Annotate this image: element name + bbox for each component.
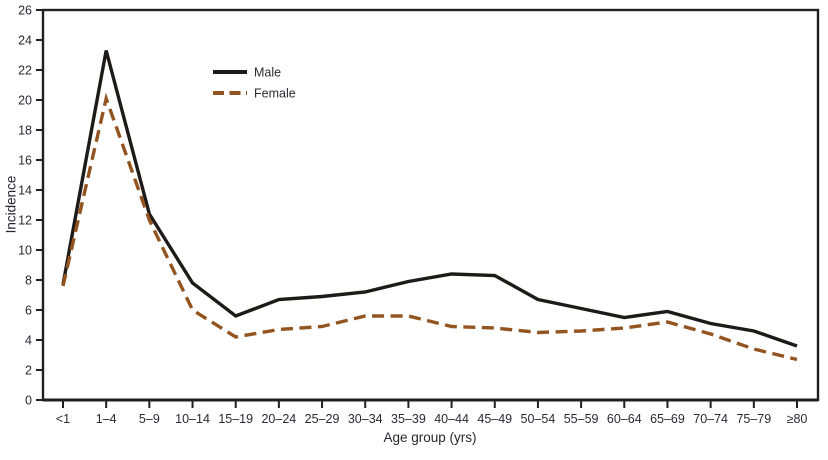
plot-frame: [41, 8, 820, 402]
x-tick-label: 75–79: [736, 412, 771, 426]
y-tick-label: 8: [25, 274, 32, 288]
x-tick-label: 35–39: [391, 412, 426, 426]
y-tick-label: 10: [18, 244, 32, 258]
x-tick-label: 25–29: [305, 412, 340, 426]
x-tick-label: 70–74: [693, 412, 728, 426]
y-tick-label: 18: [18, 124, 32, 138]
female-series-line: [61, 92, 798, 362]
y-tick-label: 12: [18, 214, 32, 228]
y-tick-label: 20: [18, 94, 32, 108]
x-tick-label: ≥80: [787, 412, 808, 426]
male-series-line: [61, 50, 798, 348]
x-tick-label: 55–59: [564, 412, 599, 426]
y-tick-label: 22: [18, 64, 32, 78]
x-tick-label: 15–19: [218, 412, 253, 426]
legend-female-label: Female: [254, 87, 296, 101]
y-tick-label: 4: [25, 334, 32, 348]
x-tick-label: 10–14: [175, 412, 210, 426]
y-tick-label: 24: [18, 34, 32, 48]
x-tick-label: 30–34: [348, 412, 383, 426]
x-tick-label: 20–24: [261, 412, 296, 426]
y-tick-label: 2: [25, 364, 32, 378]
legend-male-label: Male: [254, 66, 281, 80]
x-tick-label: 5–9: [139, 412, 160, 426]
y-tick-label: 0: [25, 394, 32, 408]
x-tick-label: 40–44: [434, 412, 469, 426]
x-axis-title: Age group (yrs): [383, 430, 477, 445]
y-tick-label: 16: [18, 154, 32, 168]
x-tick-label: 1–4: [96, 412, 117, 426]
y-tick-label: 6: [25, 304, 32, 318]
x-tick-label: 45–49: [477, 412, 512, 426]
x-tick-label: <1: [56, 412, 70, 426]
x-tick-label: 50–54: [521, 412, 556, 426]
y-tick-label: 26: [18, 4, 32, 18]
y-axis-title: Incidence: [3, 175, 19, 234]
x-tick-label: 60–64: [607, 412, 642, 426]
x-tick-label: 65–69: [650, 412, 685, 426]
y-tick-label: 14: [18, 184, 32, 198]
